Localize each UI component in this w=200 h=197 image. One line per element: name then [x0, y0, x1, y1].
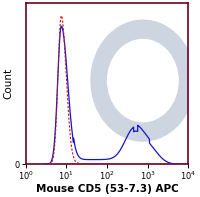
- Ellipse shape: [90, 20, 195, 142]
- Ellipse shape: [107, 39, 179, 122]
- X-axis label: Mouse CD5 (53-7.3) APC: Mouse CD5 (53-7.3) APC: [36, 184, 178, 193]
- FancyArrow shape: [155, 120, 171, 135]
- Y-axis label: Count: Count: [3, 68, 13, 99]
